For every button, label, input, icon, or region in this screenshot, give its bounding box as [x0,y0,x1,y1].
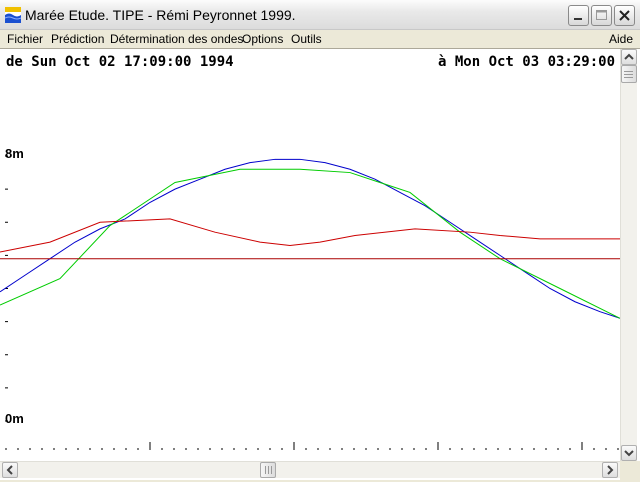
horizontal-scroll-thumb[interactable] [260,462,276,478]
menu-options[interactable]: Options [242,32,284,46]
thumb-grip [624,77,633,78]
scroll-up-button[interactable] [621,49,637,65]
menu-determination-ondes[interactable]: Détermination des ondes [110,32,244,46]
chart-area: de Sun Oct 02 17:09:00 1994 à Mon Oct 03… [0,48,640,481]
maximize-icon [596,10,607,20]
minimize-button[interactable] [568,5,589,26]
menu-outils[interactable]: Outils [291,32,322,46]
menu-fichier[interactable]: Fichier [7,32,44,46]
end-date-label: à Mon Oct 03 03:29:00 1994 [438,54,620,70]
close-icon [619,10,630,21]
window-title: Marée Etude. TIPE - Rémi Peyronnet 1999. [25,7,296,23]
horizontal-scrollbar[interactable] [0,461,620,478]
title-bar[interactable]: Marée Etude. TIPE - Rémi Peyronnet 1999. [0,0,640,30]
menu-prediction[interactable]: Prédiction [51,32,105,46]
menu-aide[interactable]: Aide [609,32,634,46]
thumb-grip [624,74,633,75]
vertical-scrollbar[interactable] [620,49,637,462]
tide-curve-red [0,218,620,253]
tide-curve-green [0,168,620,319]
start-date-label: de Sun Oct 02 17:09:00 1994 [6,54,234,70]
maximize-button[interactable] [591,5,612,26]
vertical-scroll-thumb[interactable] [621,65,637,83]
tide-chart [0,155,620,450]
chevron-left-icon [6,465,13,475]
scrollbar-corner [620,461,640,481]
menu-bar: Fichier Prédiction Détermination des ond… [0,30,640,48]
y-max-label: 8m [5,146,24,161]
tide-app-icon [5,7,21,23]
thumb-grip [271,466,272,474]
scroll-left-button[interactable] [2,462,18,478]
close-button[interactable] [614,5,635,26]
tide-curve-blue [0,158,620,319]
chevron-down-icon [624,450,634,457]
scroll-right-button[interactable] [602,462,618,478]
minimize-icon [574,18,582,20]
chevron-right-icon [607,465,614,475]
chevron-up-icon [624,53,634,60]
y-min-label: 0m [5,411,24,426]
thumb-grip [265,466,266,474]
scroll-down-button[interactable] [621,445,637,461]
thumb-grip [624,71,633,72]
thumb-grip [268,466,269,474]
